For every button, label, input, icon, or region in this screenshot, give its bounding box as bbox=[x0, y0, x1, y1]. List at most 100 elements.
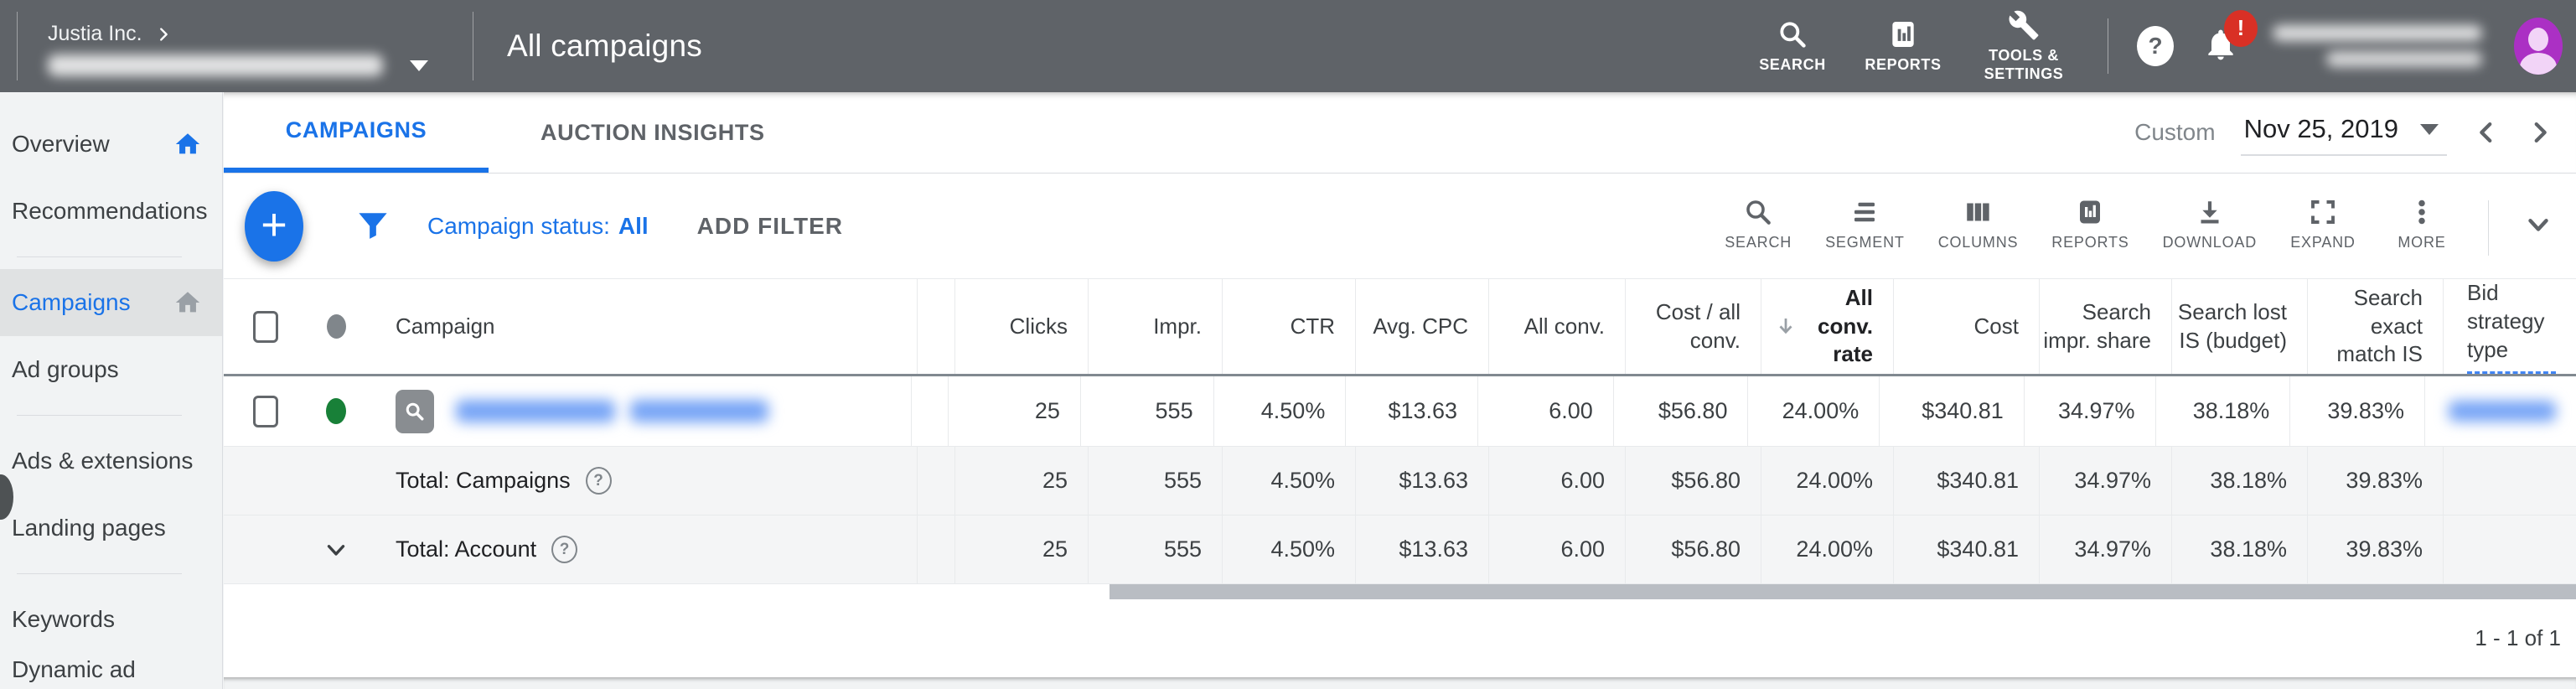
campaign-status-filter[interactable]: Campaign status: All bbox=[427, 212, 649, 239]
header-search-exact-match-is[interactable]: Search exact match IS bbox=[2308, 279, 2444, 374]
notification-alert-badge: ! bbox=[2224, 9, 2258, 47]
cell-ctr: 4.50% bbox=[1214, 376, 1347, 446]
redacted-bid-strategy-link[interactable] bbox=[2448, 401, 2556, 422]
header-cost-per-all-conv[interactable]: Cost / all conv. bbox=[1626, 279, 1761, 374]
table-row-campaign[interactable]: 25 555 4.50% $13.63 6.00 $56.80 24.00% $… bbox=[224, 376, 2576, 447]
redacted-campaign-name-link[interactable] bbox=[456, 400, 768, 422]
cell-all-conv: 6.00 bbox=[1478, 376, 1614, 446]
account-switcher[interactable]: Justia Inc. bbox=[17, 12, 473, 80]
search-icon bbox=[1780, 22, 1806, 48]
header-clicks[interactable]: Clicks bbox=[955, 279, 1089, 374]
cell-search-exact-match-is: 39.83% bbox=[2290, 376, 2425, 446]
cell-all-conv-rate: 24.00% bbox=[1761, 447, 1894, 515]
cell-cost: $340.81 bbox=[1894, 515, 2040, 583]
expand-button[interactable]: EXPAND bbox=[2290, 197, 2356, 251]
date-range-select[interactable]: Nov 25, 2019 bbox=[2240, 109, 2447, 156]
cell-ctr: 4.50% bbox=[1223, 447, 1356, 515]
more-button[interactable]: MORE bbox=[2389, 197, 2454, 251]
search-icon bbox=[406, 402, 424, 420]
status-dot-header bbox=[326, 314, 346, 339]
header-all-conv-rate[interactable]: All conv. rate bbox=[1761, 279, 1894, 374]
header-spacer bbox=[918, 279, 955, 374]
sidebar-item-overview[interactable]: Overview bbox=[0, 111, 222, 178]
more-vertical-icon bbox=[2418, 199, 2425, 224]
collapse-toolbar-chevron[interactable] bbox=[2522, 209, 2554, 241]
left-nav-sidebar: Overview Recommendations Campaigns Ad gr… bbox=[0, 92, 223, 689]
help-question-icon[interactable]: ? bbox=[585, 467, 612, 495]
avatar-person-icon bbox=[2528, 28, 2548, 51]
header-search-lost-is-budget[interactable]: Search lost IS (budget) bbox=[2172, 279, 2308, 374]
cell-all-conv: 6.00 bbox=[1489, 515, 1626, 583]
previous-period-button[interactable] bbox=[2472, 118, 2501, 147]
help-question-icon[interactable]: ? bbox=[551, 536, 578, 563]
next-period-button[interactable] bbox=[2526, 118, 2554, 147]
cell-clicks: 25 bbox=[949, 376, 1081, 446]
account-name-row[interactable] bbox=[48, 54, 473, 76]
header-cost[interactable]: Cost bbox=[1894, 279, 2040, 374]
sort-descending-icon bbox=[1779, 318, 1792, 334]
header-impr[interactable]: Impr. bbox=[1089, 279, 1223, 374]
table-toolbar: + Campaign status: All ADD FILTER SEARCH bbox=[224, 174, 2576, 278]
cell-search-impr-share: 34.97% bbox=[2040, 447, 2172, 515]
segment-button[interactable]: SEGMENT bbox=[1825, 197, 1905, 251]
topbar-reports-button[interactable]: REPORTS bbox=[1863, 18, 1943, 75]
cell-avg-cpc: $13.63 bbox=[1356, 515, 1489, 583]
cell-avg-cpc: $13.63 bbox=[1356, 447, 1489, 515]
topbar-search-button[interactable]: SEARCH bbox=[1752, 18, 1833, 75]
columns-button[interactable]: COLUMNS bbox=[1938, 197, 2019, 251]
table-header-row: Campaign Clicks Impr. CTR Avg. CPC All c… bbox=[224, 279, 2576, 376]
total-campaigns-label: Total: Campaigns bbox=[396, 468, 571, 493]
header-avg-cpc[interactable]: Avg. CPC bbox=[1356, 279, 1489, 374]
add-filter-button[interactable]: ADD FILTER bbox=[696, 212, 844, 239]
sidebar-item-keywords[interactable]: Keywords bbox=[12, 606, 115, 632]
topbar-tools-settings-button[interactable]: TOOLS & SETTINGS bbox=[1973, 9, 2074, 83]
sidebar-item-dynamic-ad-targets[interactable]: Dynamic ad targets bbox=[12, 656, 136, 682]
cell-impr: 555 bbox=[1089, 447, 1223, 515]
cell-search-lost-is: 38.18% bbox=[2172, 447, 2308, 515]
cell-cost: $340.81 bbox=[1894, 447, 2040, 515]
header-bid-strategy-type[interactable]: Bid strategy type bbox=[2444, 279, 2576, 374]
columns-icon bbox=[1967, 203, 1990, 220]
cell-cost-per-all-conv: $56.80 bbox=[1614, 376, 1749, 446]
header-ctr[interactable]: CTR bbox=[1223, 279, 1356, 374]
breadcrumb: Justia Inc. bbox=[48, 22, 473, 46]
row-checkbox[interactable] bbox=[253, 395, 278, 427]
status-enabled-dot[interactable] bbox=[326, 398, 346, 424]
cell-cost-per-all-conv: $56.80 bbox=[1626, 447, 1761, 515]
cell-impr: 555 bbox=[1081, 376, 1214, 446]
cell-ctr: 4.50% bbox=[1223, 515, 1356, 583]
sidebar-item-landing-pages[interactable]: Landing pages bbox=[12, 515, 166, 541]
cell-search-lost-is: 38.18% bbox=[2156, 376, 2291, 446]
table-row-total-campaigns: Total: Campaigns ? 25 555 4.50% $13.63 6… bbox=[224, 447, 2576, 515]
campaign-status-value: All bbox=[618, 212, 649, 239]
reports-button[interactable]: REPORTS bbox=[2051, 197, 2129, 251]
avatar[interactable] bbox=[2514, 18, 2563, 75]
notifications-button[interactable]: ! bbox=[2202, 9, 2258, 70]
sidebar-item-recommendations[interactable]: Recommendations bbox=[12, 198, 208, 224]
wrench-icon bbox=[2009, 10, 2039, 40]
new-campaign-button[interactable]: + bbox=[245, 190, 303, 262]
select-all-checkbox[interactable] bbox=[253, 310, 278, 343]
help-icon: ? bbox=[2148, 33, 2163, 59]
tab-campaigns[interactable]: CAMPAIGNS bbox=[224, 92, 489, 173]
tab-auction-insights[interactable]: AUCTION INSIGHTS bbox=[541, 119, 765, 145]
filter-funnel-icon[interactable] bbox=[355, 207, 391, 246]
header-search-impr-share[interactable]: Search impr. share bbox=[2040, 279, 2172, 374]
topbar-right-cluster: SEARCH REPORTS TOOLS & SETTINGS ? bbox=[1752, 9, 2576, 83]
horizontal-scrollbar[interactable] bbox=[1110, 584, 2576, 599]
cell-search-impr-share: 34.97% bbox=[2025, 376, 2156, 446]
sidebar-item-ads-extensions[interactable]: Ads & extensions bbox=[12, 448, 194, 474]
expand-account-chevron[interactable] bbox=[322, 536, 350, 564]
sidebar-item-ad-groups[interactable]: Ad groups bbox=[12, 356, 119, 382]
help-button[interactable]: ? bbox=[2137, 26, 2174, 66]
header-all-conv[interactable]: All conv. bbox=[1489, 279, 1626, 374]
edge-overlay-bubble[interactable] bbox=[0, 474, 13, 520]
table-search-button[interactable]: SEARCH bbox=[1725, 197, 1792, 251]
account-dropdown-caret-icon[interactable] bbox=[410, 60, 428, 71]
page-title: All campaigns bbox=[507, 28, 702, 63]
download-button[interactable]: DOWNLOAD bbox=[2163, 197, 2257, 251]
sidebar-divider bbox=[17, 256, 182, 257]
table-footer: 1 - 1 of 1 bbox=[224, 599, 2576, 676]
sidebar-item-campaigns[interactable]: Campaigns bbox=[0, 269, 222, 336]
breadcrumb-root-label[interactable]: Justia Inc. bbox=[48, 22, 142, 45]
